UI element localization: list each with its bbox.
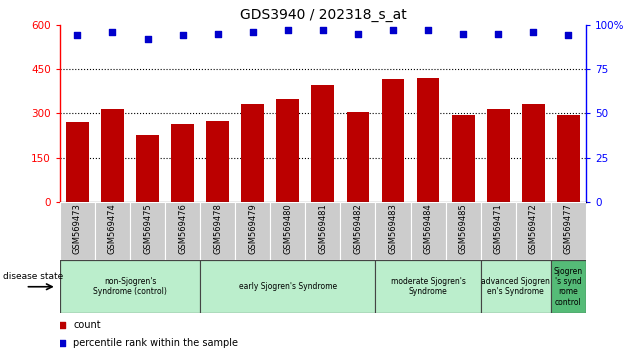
Text: GSM569475: GSM569475 [143,204,152,254]
Bar [171,124,194,202]
Point [318,27,328,33]
Bar [557,115,580,202]
Text: GSM569482: GSM569482 [353,204,362,254]
Text: GSM569485: GSM569485 [459,204,467,254]
Bar [551,260,586,313]
Bar [340,202,375,260]
Text: GSM569473: GSM569473 [73,204,82,255]
Text: GSM569471: GSM569471 [494,204,503,254]
Text: GSM569483: GSM569483 [389,204,398,255]
Text: non-Sjogren's
Syndrome (control): non-Sjogren's Syndrome (control) [93,277,167,296]
Point [528,29,538,35]
Bar [411,202,445,260]
Title: GDS3940 / 202318_s_at: GDS3940 / 202318_s_at [239,8,406,22]
Bar [445,202,481,260]
Point [493,31,503,36]
Point [212,31,222,36]
Bar [311,85,335,202]
Text: GSM569478: GSM569478 [213,204,222,255]
Point [107,29,117,35]
Bar [452,115,474,202]
Bar [551,202,586,260]
Bar [130,202,165,260]
Point [178,33,188,38]
Text: early Sjogren's Syndrome: early Sjogren's Syndrome [239,282,337,291]
Point [458,31,468,36]
Bar [241,104,264,202]
Bar [200,202,235,260]
Bar [60,202,95,260]
Text: GSM569476: GSM569476 [178,204,187,255]
Bar [346,112,369,202]
Text: disease state: disease state [3,272,64,281]
Bar [66,122,89,202]
Text: GSM569481: GSM569481 [318,204,328,254]
Bar [382,79,404,202]
Text: GSM569474: GSM569474 [108,204,117,254]
Point [283,27,293,33]
Text: Sjogren
's synd
rome
control: Sjogren 's synd rome control [554,267,583,307]
Bar [516,202,551,260]
Point [341,98,352,104]
Point [423,27,433,33]
Text: GSM569484: GSM569484 [423,204,433,254]
Bar [277,98,299,202]
Bar [522,104,545,202]
Bar [200,260,375,313]
Text: GSM569480: GSM569480 [284,204,292,254]
Bar [375,260,481,313]
Bar [101,109,124,202]
Point [563,33,573,38]
Bar [481,202,516,260]
Point [72,33,83,38]
Bar [481,260,551,313]
Point [353,31,363,36]
Point [341,266,352,271]
Bar [270,202,306,260]
Bar [206,121,229,202]
Bar [487,109,510,202]
Text: GSM569477: GSM569477 [564,204,573,255]
Text: percentile rank within the sample: percentile rank within the sample [73,338,238,348]
Bar [306,202,340,260]
Bar [165,202,200,260]
Bar [235,202,270,260]
Bar [95,202,130,260]
Bar [375,202,411,260]
Bar [136,135,159,202]
Text: GSM569479: GSM569479 [248,204,257,254]
Text: moderate Sjogren's
Syndrome: moderate Sjogren's Syndrome [391,277,466,296]
Text: GSM569472: GSM569472 [529,204,538,254]
Point [142,36,152,42]
Text: advanced Sjogren
en's Syndrome: advanced Sjogren en's Syndrome [481,277,550,296]
Point [388,27,398,33]
Bar [60,260,200,313]
Text: count: count [73,320,101,330]
Bar [416,78,440,202]
Point [248,29,258,35]
